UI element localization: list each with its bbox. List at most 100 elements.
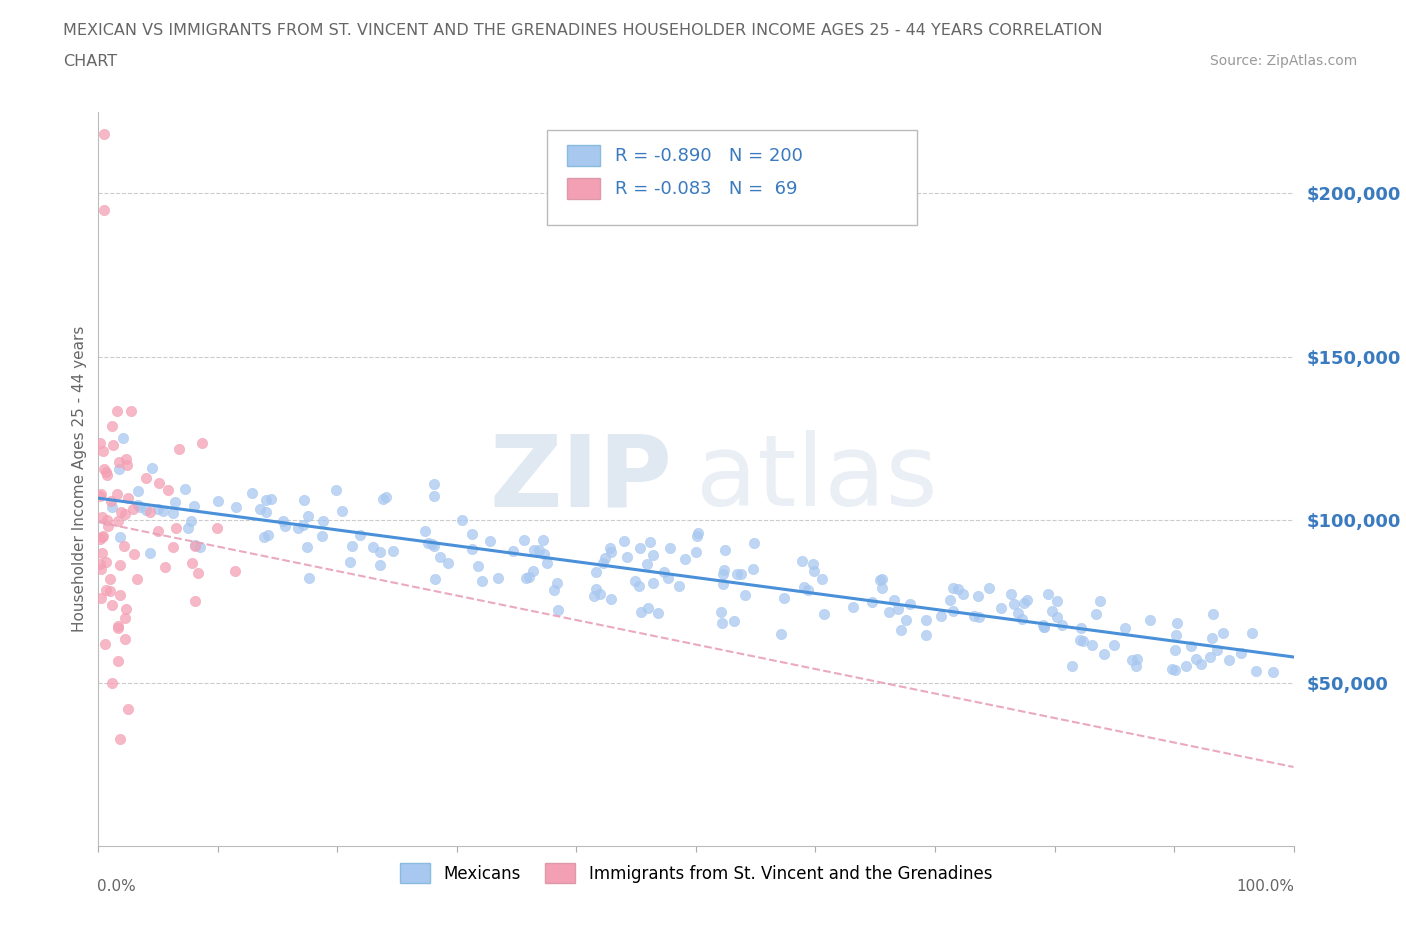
Point <box>94 555 117 570</box>
Point <box>772 591 794 605</box>
Point <box>742 536 765 551</box>
Point <box>107 620 129 635</box>
Point <box>253 529 276 544</box>
Point <box>710 604 733 619</box>
Point <box>599 591 621 606</box>
Point <box>254 505 277 520</box>
Point <box>368 558 391 573</box>
Point <box>107 618 129 633</box>
Point <box>148 475 170 490</box>
Point <box>1212 626 1234 641</box>
Point <box>673 551 696 566</box>
Point <box>887 602 910 617</box>
Point <box>522 564 544 578</box>
Point <box>423 538 446 553</box>
Point <box>929 608 952 623</box>
FancyBboxPatch shape <box>547 130 917 225</box>
Point <box>330 503 353 518</box>
Point <box>451 512 474 527</box>
FancyBboxPatch shape <box>567 145 600 166</box>
Point <box>479 534 502 549</box>
Point <box>191 435 214 450</box>
Point <box>183 498 205 513</box>
Point <box>803 564 825 578</box>
Point <box>155 560 177 575</box>
Point <box>325 483 347 498</box>
Point <box>297 539 319 554</box>
Point <box>1080 638 1102 653</box>
Point <box>162 539 184 554</box>
Point <box>637 601 659 616</box>
Point <box>91 444 114 458</box>
Point <box>176 521 198 536</box>
Point <box>165 495 187 510</box>
Point <box>89 557 111 572</box>
Point <box>1062 658 1084 673</box>
Point <box>108 588 131 603</box>
Point <box>207 494 229 509</box>
Point <box>90 486 112 501</box>
Point <box>599 540 621 555</box>
Point <box>585 565 607 579</box>
Point <box>769 627 792 642</box>
Point <box>467 559 489 574</box>
Point <box>1045 609 1067 624</box>
Point <box>860 594 883 609</box>
Point <box>790 553 813 568</box>
Point <box>1007 605 1029 620</box>
Point <box>890 622 912 637</box>
Point <box>1000 587 1022 602</box>
Point <box>340 538 363 553</box>
Point <box>793 579 815 594</box>
Point <box>714 542 737 557</box>
Point <box>187 565 209 580</box>
Point <box>422 489 444 504</box>
Point <box>180 513 202 528</box>
Point <box>93 462 115 477</box>
Point <box>125 572 148 587</box>
Point <box>1002 597 1025 612</box>
Point <box>990 601 1012 616</box>
Point <box>613 533 636 548</box>
Point <box>797 582 820 597</box>
Point <box>914 612 936 627</box>
Point <box>162 505 184 520</box>
Point <box>169 442 191 457</box>
Point <box>592 556 614 571</box>
Point <box>531 532 554 547</box>
Point <box>1206 643 1229 658</box>
Point <box>513 533 536 548</box>
Point <box>165 521 187 536</box>
Point <box>942 580 965 595</box>
Point <box>546 575 568 590</box>
Point <box>429 550 451 565</box>
Point <box>297 508 319 523</box>
Text: MEXICAN VS IMMIGRANTS FROM ST. VINCENT AND THE GRENADINES HOUSEHOLDER INCOME AGE: MEXICAN VS IMMIGRANTS FROM ST. VINCENT A… <box>63 23 1102 38</box>
Point <box>1241 625 1264 640</box>
Point <box>423 572 446 587</box>
Point <box>870 572 893 587</box>
Point <box>939 593 962 608</box>
Point <box>361 539 384 554</box>
Point <box>713 563 735 578</box>
Point <box>461 527 484 542</box>
Point <box>583 589 606 604</box>
Point <box>723 614 745 629</box>
Point <box>523 542 546 557</box>
Point <box>741 562 763 577</box>
Point <box>91 510 114 525</box>
Text: ZIP: ZIP <box>489 431 672 527</box>
Text: Source: ZipAtlas.com: Source: ZipAtlas.com <box>1209 54 1357 68</box>
Point <box>630 604 652 619</box>
Point <box>292 518 315 533</box>
Point <box>96 512 118 527</box>
Point <box>254 492 277 507</box>
Point <box>112 539 135 554</box>
Point <box>517 570 540 585</box>
Point <box>1092 646 1115 661</box>
Point <box>146 501 169 516</box>
Point <box>157 483 180 498</box>
Point <box>915 628 938 643</box>
Point <box>225 499 247 514</box>
Point <box>96 582 118 597</box>
